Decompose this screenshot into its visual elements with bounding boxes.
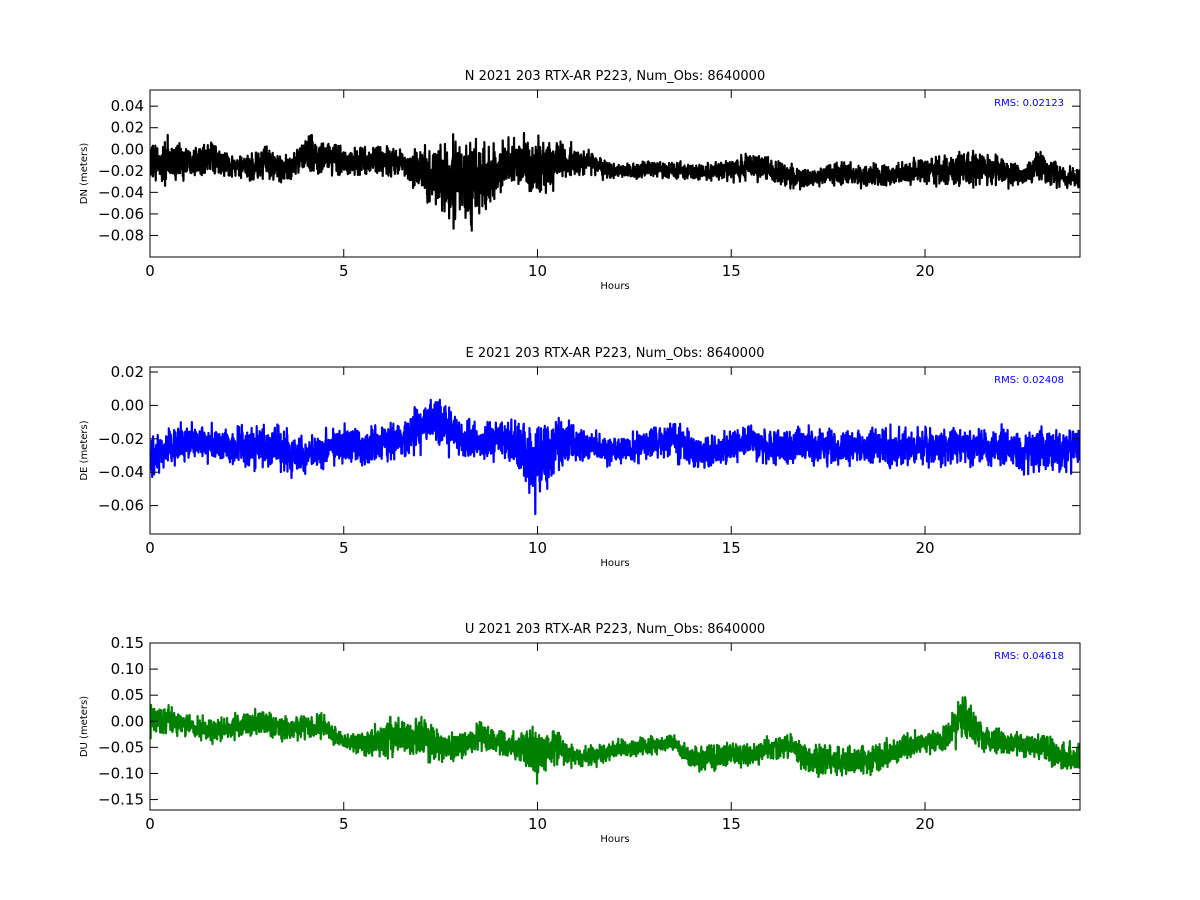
x-tick-label: 10	[528, 815, 547, 833]
ticks: 0 5 10 15 20 0.15 0.10 0.05 0.00 −0.05 −0.10 −0.15	[98, 634, 1080, 833]
x-tick-label: 0	[145, 815, 155, 833]
y-axis-label: DN (meters)	[79, 143, 90, 205]
y-tick-label: −0.04	[98, 183, 144, 201]
rms-label: RMS: 0.02123	[994, 98, 1064, 109]
plot-frame	[149, 642, 1081, 811]
y-tick-label: −0.02	[98, 430, 144, 448]
x-tick-label: 10	[528, 539, 547, 557]
panel-e: E 2021 203 RTX-AR P223, Num_Obs: 8640000…	[79, 346, 1081, 569]
x-tick-label: 15	[722, 815, 741, 833]
y-tick-label: 0.02	[111, 363, 144, 381]
plot-frame	[149, 89, 1081, 258]
y-tick-label: −0.04	[98, 463, 144, 481]
data-series	[150, 398, 1080, 516]
panel-title: N 2021 203 RTX-AR P223, Num_Obs: 8640000	[465, 69, 765, 84]
y-axis-label: DU (meters)	[79, 696, 90, 757]
panel-n: N 2021 203 RTX-AR P223, Num_Obs: 8640000…	[79, 69, 1081, 292]
x-tick-label: 20	[915, 539, 934, 557]
x-tick-label: 5	[339, 539, 349, 557]
plot-frame	[149, 366, 1081, 535]
x-tick-label: 20	[915, 262, 934, 280]
y-tick-label: 0.00	[111, 396, 144, 414]
data-series	[150, 131, 1080, 232]
y-tick-label: −0.10	[98, 764, 144, 782]
x-tick-label: 15	[722, 262, 741, 280]
x-tick-label: 0	[145, 262, 155, 280]
y-axis-label: DE (meters)	[79, 420, 90, 480]
series-line	[150, 131, 1080, 232]
panel-title: U 2021 203 RTX-AR P223, Num_Obs: 8640000	[465, 622, 765, 637]
ticks: 0 5 10 15 20 0.04 0.02 0.00 −0.02 −0.04 −0.06 −0.08	[98, 90, 1080, 280]
x-axis-label: Hours	[600, 558, 629, 569]
x-axis-label: Hours	[600, 281, 629, 292]
y-tick-label: 0.05	[111, 686, 144, 704]
y-tick-label: −0.02	[98, 162, 144, 180]
y-tick-label: 0.00	[111, 712, 144, 730]
y-tick-label: −0.15	[98, 791, 144, 809]
panel-u: U 2021 203 RTX-AR P223, Num_Obs: 8640000…	[79, 622, 1081, 845]
ticks: 0 5 10 15 20 0.02 0.00 −0.02 −0.04 −0.06	[98, 363, 1080, 557]
y-tick-label: 0.04	[111, 97, 144, 115]
x-tick-label: 10	[528, 262, 547, 280]
x-tick-label: 5	[339, 815, 349, 833]
y-tick-label: −0.05	[98, 738, 144, 756]
y-tick-label: 0.15	[111, 634, 144, 652]
y-tick-label: −0.08	[98, 226, 144, 244]
rms-label: RMS: 0.02408	[994, 375, 1064, 386]
data-series	[150, 696, 1080, 785]
y-tick-label: −0.06	[98, 497, 144, 515]
rms-label: RMS: 0.04618	[994, 651, 1064, 662]
series-line	[150, 696, 1080, 785]
x-tick-label: 15	[722, 539, 741, 557]
x-tick-label: 20	[915, 815, 934, 833]
x-axis-label: Hours	[600, 834, 629, 845]
y-tick-label: 0.02	[111, 119, 144, 137]
x-tick-label: 5	[339, 262, 349, 280]
series-line	[150, 398, 1080, 516]
panel-title: E 2021 203 RTX-AR P223, Num_Obs: 8640000	[466, 346, 765, 361]
y-tick-label: −0.06	[98, 205, 144, 223]
y-tick-label: 0.00	[111, 140, 144, 158]
x-tick-label: 0	[145, 539, 155, 557]
y-tick-label: 0.10	[111, 660, 144, 678]
